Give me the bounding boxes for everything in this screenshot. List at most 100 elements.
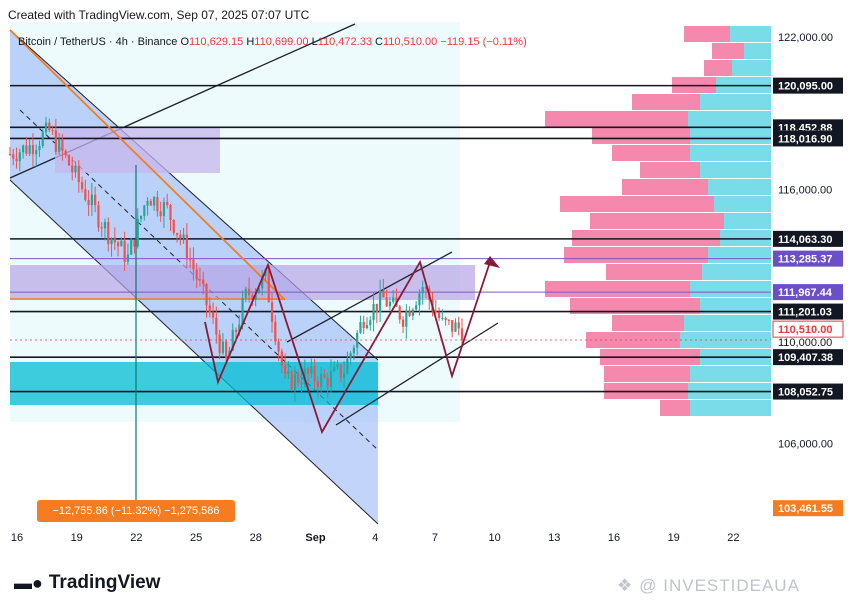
candle-body [415, 305, 418, 310]
candle-body [153, 196, 156, 206]
volume-profile-buy-bar [690, 281, 771, 297]
time-tick-label: 28 [250, 532, 262, 544]
volume-profile-buy-bar [690, 366, 771, 382]
candle-body [133, 240, 136, 247]
candle-body [388, 301, 392, 307]
candle-body [270, 302, 274, 322]
low-label: L [311, 36, 318, 48]
volume-profile-buy-bar [744, 43, 771, 59]
volume-profile [545, 26, 771, 416]
candle-body [411, 309, 414, 316]
candle-body [64, 150, 67, 156]
candle-body [251, 295, 254, 300]
candle-body [339, 364, 342, 378]
candle-body [67, 155, 71, 166]
candle-body [320, 373, 323, 388]
candle-body [280, 351, 283, 366]
volume-profile-sell-bar [545, 111, 688, 127]
price-label-text: 111,201.03 [778, 307, 832, 319]
tradingview-logo-icon: ▬● [14, 573, 43, 593]
candle-body [326, 377, 329, 387]
candle-body [231, 329, 234, 351]
candle-body [342, 373, 346, 378]
time-tick-label: 22 [727, 532, 739, 544]
candle-body [444, 317, 447, 320]
volume-profile-sell-bar [590, 213, 724, 229]
candle-body [401, 319, 405, 327]
time-tick-label: 19 [71, 532, 83, 544]
volume-profile-sell-bar [586, 332, 680, 348]
time-tick-label: 7 [432, 532, 438, 544]
candle-body [205, 283, 208, 306]
volume-profile-sell-bar [632, 94, 700, 110]
candle-body [38, 145, 41, 151]
candle-body [372, 303, 375, 321]
price-label-badge [773, 250, 843, 267]
price-axis[interactable]: 122,000.00 116,000.00 110,000.00 106,000.00… [772, 32, 844, 517]
low-value: 110,472.33 [317, 36, 372, 48]
candle-body [149, 200, 152, 206]
volume-profile-sell-bar [545, 281, 690, 297]
candle-body [398, 306, 401, 320]
volume-profile-sell-bar [564, 247, 708, 263]
volume-profile-buy-bar [700, 298, 771, 314]
price-label-text: 108,052.75 [778, 387, 833, 399]
time-axis[interactable]: 16 19 22 25 28 Sep 4 7 10 13 16 19 22 [11, 532, 740, 544]
price-label-text: 103,461.55 [778, 503, 833, 515]
watermark: ❖ @ INVESTIDEAUA [617, 576, 800, 596]
candle-body [365, 325, 369, 329]
candle-body [54, 130, 57, 152]
candle-body [359, 321, 362, 333]
candle-body [418, 293, 421, 306]
candle-body [179, 234, 182, 239]
time-tick-label: Sep [305, 532, 325, 544]
candle-body [185, 234, 188, 260]
price-tick-label: 106,000.00 [778, 439, 833, 451]
tradingview-brand[interactable]: ▬● TradingView [14, 572, 160, 594]
candle-body [362, 321, 365, 329]
candle-body [382, 290, 385, 298]
candle-body [333, 366, 336, 372]
open-label: O [180, 36, 190, 48]
candle-body [166, 201, 169, 206]
candle-body [316, 381, 319, 388]
candle-body [284, 365, 287, 374]
wedge-upper-line [286, 251, 453, 343]
candle-body [211, 312, 215, 318]
candle-body [97, 205, 100, 228]
candle-body [195, 269, 198, 280]
candle-body [441, 317, 444, 319]
candle-body [225, 341, 228, 359]
supply-zone-top [55, 128, 220, 173]
candle-body [274, 321, 277, 342]
price-label-badge [773, 77, 843, 94]
high-value: 110,699.00 [254, 36, 309, 48]
volume-profile-sell-bar [572, 230, 720, 246]
candle-body [437, 312, 441, 319]
brand-text: TradingView [48, 572, 161, 593]
candle-body [61, 138, 64, 151]
demand-zone [10, 362, 378, 405]
candle-body [120, 240, 123, 247]
candle-body [80, 182, 84, 190]
candle-body [87, 199, 90, 206]
candle-body [94, 194, 97, 206]
volume-profile-buy-bar [708, 179, 771, 195]
symbol-name[interactable]: Bitcoin / TetherUS · 4h · Binance [18, 36, 178, 48]
volume-profile-sell-bar [660, 400, 690, 416]
candle-body [352, 347, 356, 354]
candle-body [84, 189, 87, 200]
candle-body [408, 310, 411, 316]
volume-profile-buy-bar [690, 145, 771, 161]
candle-body [297, 373, 300, 383]
volume-profile-buy-bar [714, 196, 771, 212]
candle-body [267, 269, 270, 303]
candle-body [293, 373, 297, 390]
time-tick-label: 16 [608, 532, 620, 544]
candle-body [25, 145, 28, 154]
candle-body [8, 154, 12, 156]
candle-body [254, 293, 257, 300]
price-label-badge [773, 303, 843, 320]
candle-body [159, 211, 162, 217]
